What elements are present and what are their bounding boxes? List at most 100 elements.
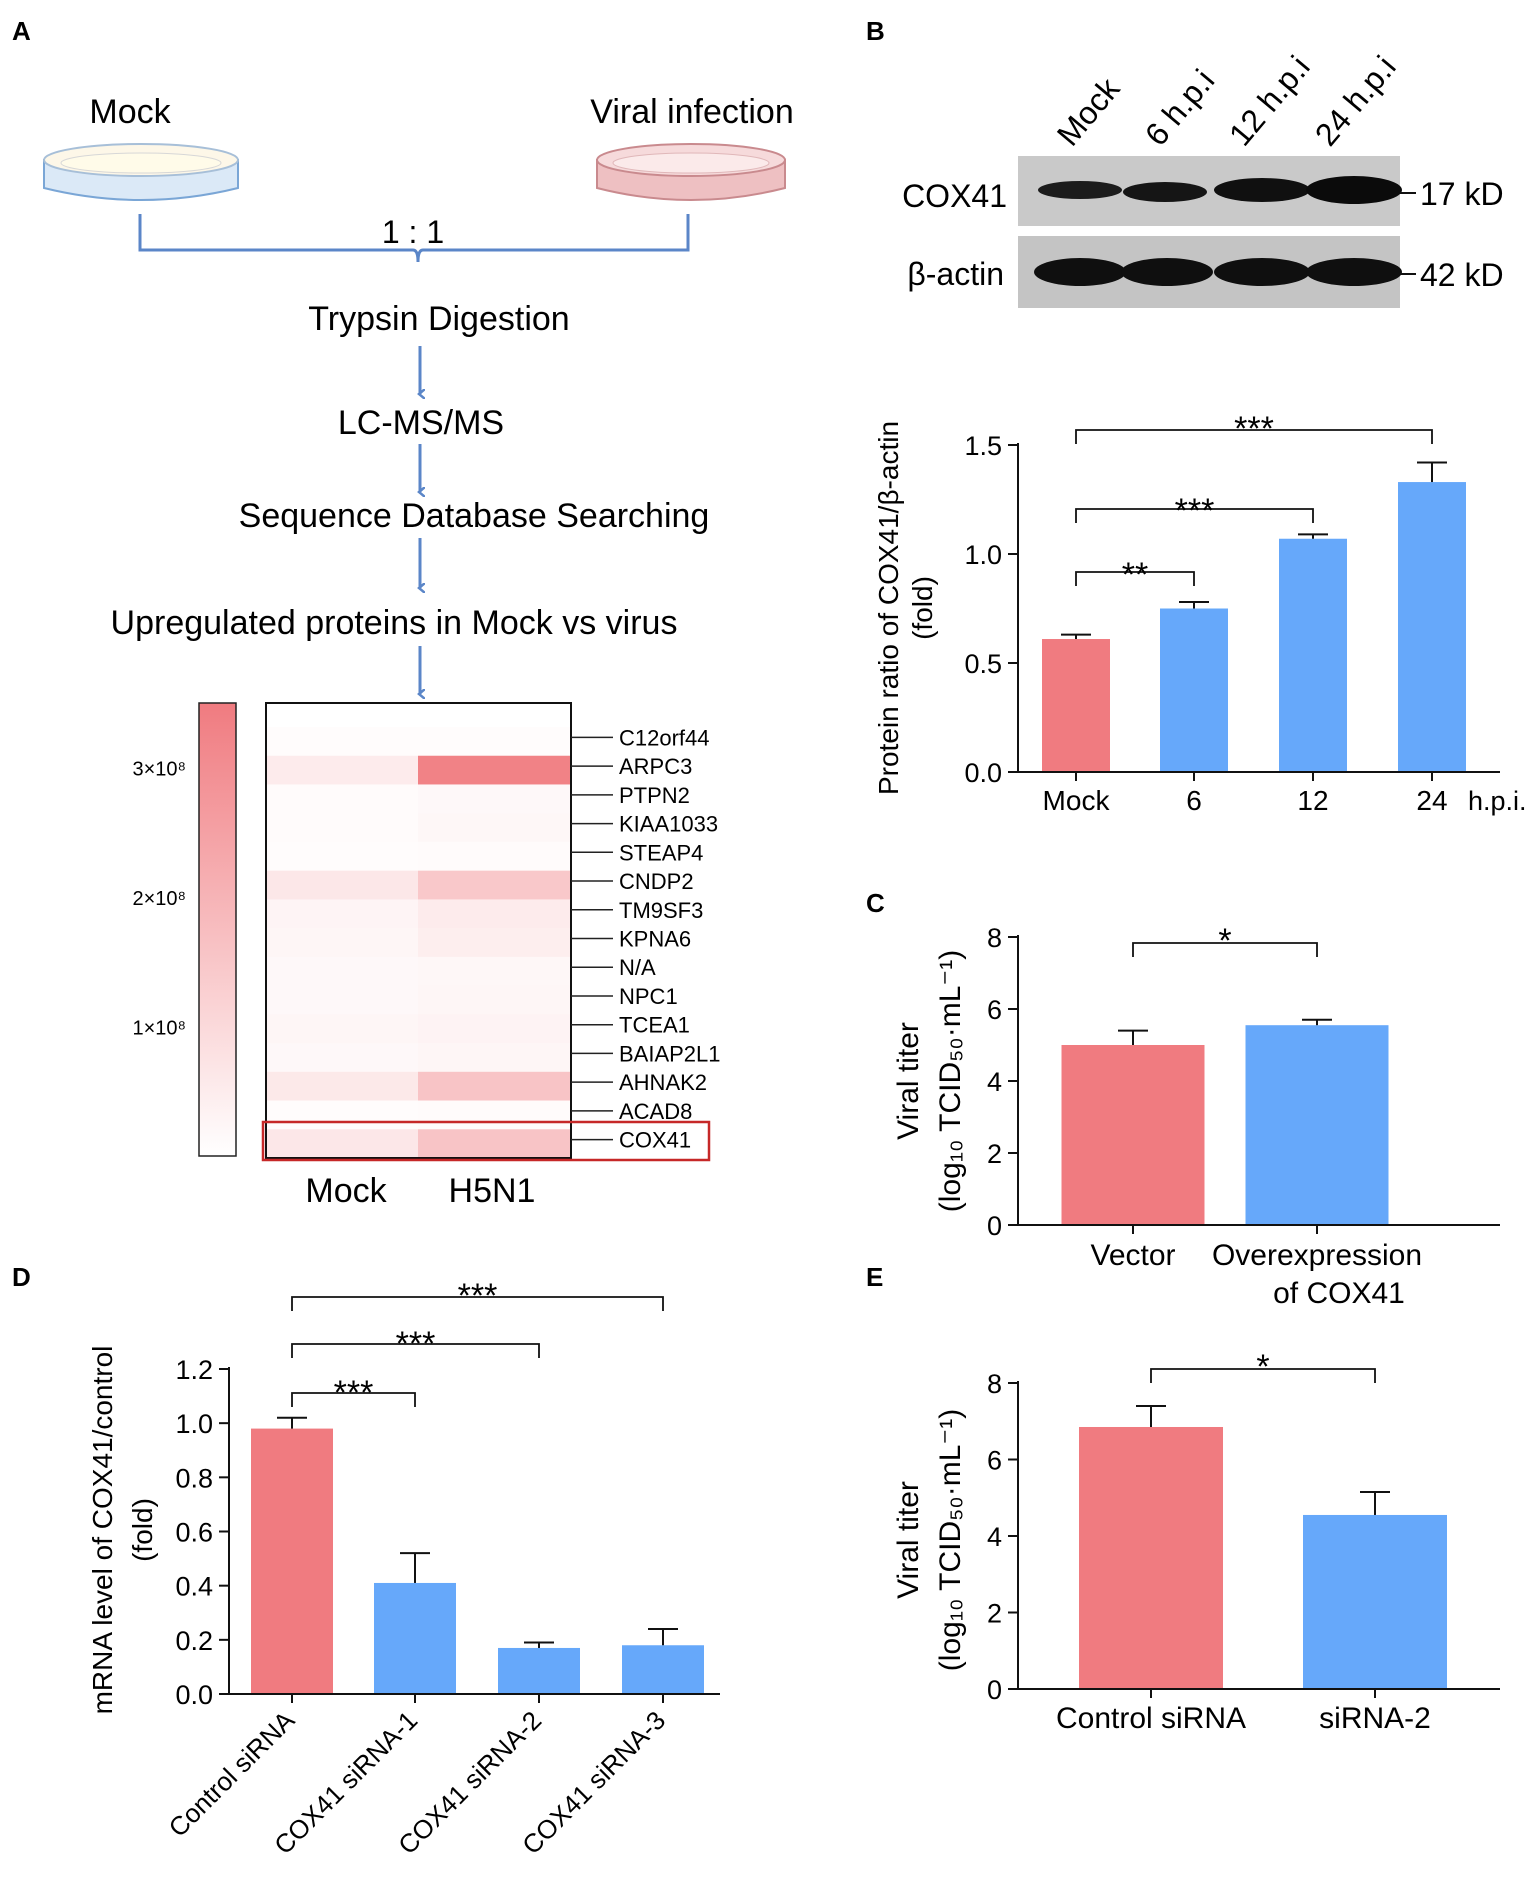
y-tick-label: 2 (987, 1139, 1002, 1169)
heatmap-cell (266, 1071, 418, 1102)
panel-label-d: D (12, 1262, 31, 1292)
heatmap-cell (266, 813, 418, 843)
heatmap-cell (266, 784, 418, 814)
heatmap-cell (266, 985, 418, 1015)
bar (1279, 538, 1347, 772)
y-tick-label: 4 (987, 1067, 1002, 1097)
lane-label-mock: Mock (1050, 70, 1127, 152)
significance-stars: * (1256, 1348, 1269, 1386)
x-tick-label: siRNA-2 (1319, 1702, 1431, 1735)
gene-label-acad8: ACAD8 (619, 1099, 692, 1124)
significance-stars: *** (1234, 410, 1274, 448)
heatmap-cell (266, 1129, 418, 1159)
viral-dish-label: Viral infection (590, 93, 794, 131)
significance-bracket (291, 1392, 416, 1407)
gene-label-tm9sf3: TM9SF3 (619, 898, 703, 923)
x-unit-label: h.p.i. (1468, 786, 1527, 816)
significance-bracket (1150, 1368, 1376, 1383)
x-tick-label: Mock (1043, 785, 1111, 816)
significance-bracket (1132, 942, 1318, 957)
heatmap-column-mock: Mock (305, 1172, 387, 1210)
heatmap-cell (266, 928, 418, 958)
bar (374, 1582, 456, 1694)
y-tick-label: 0.2 (175, 1626, 213, 1656)
y-tick-label: 0.0 (175, 1680, 213, 1710)
gene-label-c12orf44: C12orf44 (619, 725, 710, 750)
x-tick-label: Overexpression of COX41 (1212, 1239, 1422, 1310)
bar (622, 1645, 704, 1694)
chart-b: 0.0 0.5 1.0 1.5 Mock 6 12 24 h.p.i. Protein ratio… (873, 410, 1527, 816)
gene-label-kiaa1033: KIAA1033 (619, 812, 718, 837)
bar (1042, 639, 1110, 772)
chart-c: 0 2 4 6 8 Vector Overexpression of COX41 Viral t… (892, 922, 1500, 1310)
significance-bracket (1075, 571, 1195, 586)
marker-17kd: 17 kD (1420, 176, 1504, 212)
heatmap-cell (418, 1071, 571, 1102)
heatmap-cell (266, 1100, 418, 1130)
viral-dish-icon (596, 143, 786, 201)
y-tick-label: 0 (987, 1211, 1002, 1241)
significance-stars: *** (1175, 492, 1215, 530)
significance-bracket (1075, 508, 1314, 523)
scale-tick-label: 2×10⁸ (133, 888, 187, 910)
scale-tick-label: 3×10⁸ (133, 759, 187, 781)
heatmap-cell (418, 1129, 571, 1159)
x-tick-label: 12 (1297, 785, 1328, 816)
panel-label-a: A (12, 16, 31, 46)
heatmap-cell (418, 813, 571, 843)
lane-label-24h: 24 h.p.i (1308, 49, 1403, 153)
bar (1303, 1514, 1447, 1689)
significance-bracket (1075, 429, 1433, 444)
workflow-step-3: Sequence Database Searching (239, 497, 710, 535)
heatmap-cell (266, 755, 418, 785)
significance-stars: * (1218, 922, 1231, 960)
heatmap-cell (418, 841, 571, 872)
workflow: Mock Viral infection 1 : 1 Trypsin Diges… (43, 93, 794, 694)
heatmap-cell (418, 985, 571, 1015)
bar (1160, 608, 1228, 772)
mix-ratio: 1 : 1 (382, 214, 444, 250)
heatmap-cell (418, 1014, 571, 1044)
y-tick-label: 8 (987, 1369, 1002, 1399)
y-tick-label: 2 (987, 1599, 1002, 1629)
gene-label-cox41: COX41 (619, 1128, 691, 1153)
bar (1398, 482, 1466, 772)
y-axis-label: Protein ratio of COX41/β-actin (fold) (873, 421, 938, 795)
y-tick-label: 0.5 (964, 649, 1002, 679)
x-tick-label: 24 (1416, 785, 1447, 816)
heatmap-cell (266, 841, 418, 872)
bar (1245, 1025, 1389, 1225)
bar (1061, 1045, 1205, 1225)
significance-stars: *** (458, 1277, 498, 1315)
mock-dish-label: Mock (89, 93, 171, 131)
chart-e: 0 2 4 6 8 Control siRNA siRNA-2 Viral titer (log… (892, 1348, 1500, 1735)
western-blot: Mock 6 h.p.i 12 h.p.i 24 h.p.i COX41 β-a… (902, 49, 1504, 308)
actin-bands (1034, 258, 1402, 286)
heatmap-cell (266, 899, 418, 929)
heatmap-cell (418, 899, 571, 929)
workflow-step-1: Trypsin Digestion (308, 300, 569, 338)
x-tick-label: 6 (1186, 785, 1202, 816)
gene-label-npc1: NPC1 (619, 984, 678, 1009)
heatmap: 3×10⁸ 2×10⁸ 1×10⁸ C12orf44 ARPC3 PTPN2 KIAA10… (133, 702, 721, 1210)
gene-label-steap4: STEAP4 (619, 840, 703, 865)
lane-label-6h: 6 h.p.i (1138, 63, 1222, 153)
gene-label-kpna6: KPNA6 (619, 927, 691, 952)
heatmap-cell (266, 727, 418, 757)
panel-label-e: E (866, 1262, 883, 1292)
y-axis-label: mRNA level of COX41/control (fold) (87, 1346, 158, 1715)
bar (251, 1428, 333, 1694)
heatmap-cell (266, 1043, 418, 1073)
y-tick-label: 0 (987, 1675, 1002, 1705)
heatmap-cell (418, 727, 571, 757)
heatmap-cell (266, 956, 418, 987)
significance-bracket (291, 1296, 664, 1311)
y-tick-label: 1.2 (175, 1355, 213, 1385)
y-axis-label: Viral titer (log₁₀ TCID₅₀·mL⁻¹) (892, 1409, 967, 1671)
mock-dish-icon (43, 143, 239, 201)
workflow-step-4: Upregulated proteins in Mock vs virus (111, 604, 678, 642)
heatmap-cell (418, 1043, 571, 1073)
scale-tick-label: 1×10⁸ (133, 1018, 187, 1040)
gene-label-ptpn2: PTPN2 (619, 783, 690, 808)
